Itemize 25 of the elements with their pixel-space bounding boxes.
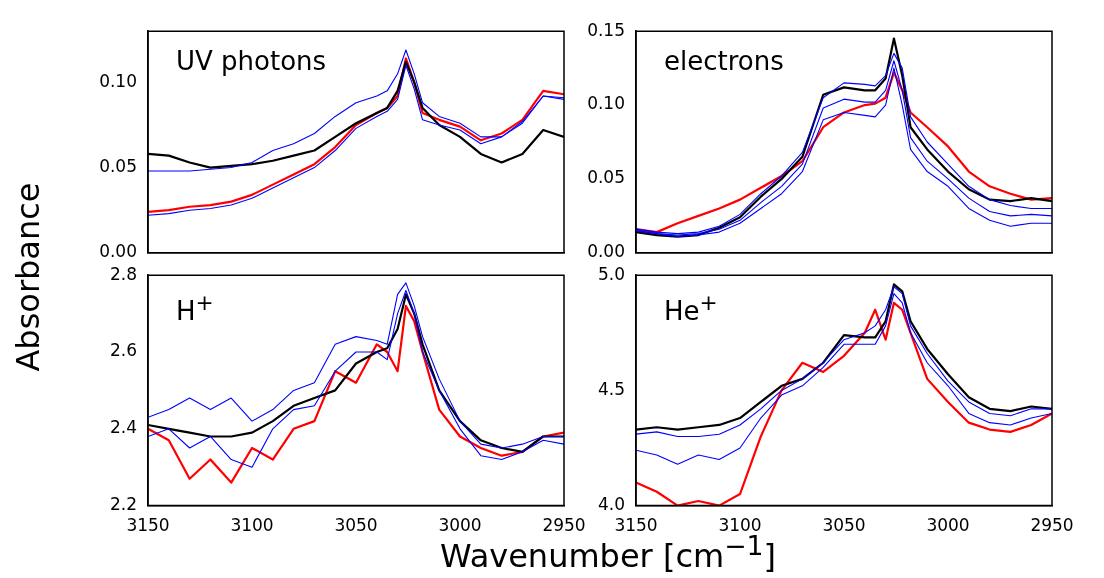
y-tick-label: 4.5 bbox=[597, 378, 625, 399]
y-tick-label: 2.6 bbox=[109, 340, 137, 361]
y-tick-label: 0.00 bbox=[587, 241, 625, 262]
y-tick-label: 0.05 bbox=[587, 167, 625, 188]
x-tick-label: 3000 bbox=[926, 515, 970, 536]
x-tick-label: 3050 bbox=[334, 515, 378, 536]
y-tick-label: 5.0 bbox=[597, 263, 625, 284]
x-tick-label: 2950 bbox=[1030, 515, 1074, 536]
y-tick-label: 0.00 bbox=[99, 241, 137, 262]
y-tick-label: 2.4 bbox=[109, 417, 137, 438]
text: H$^{+}$ bbox=[176, 290, 214, 326]
y-tick-label: 2.2 bbox=[109, 494, 137, 515]
text: UV photons bbox=[176, 46, 327, 76]
text: He$^{+}$ bbox=[664, 290, 718, 326]
y-tick-label: 4.0 bbox=[597, 494, 625, 515]
text: electrons bbox=[664, 46, 784, 76]
y-tick-label: 2.8 bbox=[109, 263, 137, 284]
x-tick-label: 3150 bbox=[126, 515, 170, 536]
y-tick-label: 0.10 bbox=[587, 93, 625, 114]
x-tick-label: 3100 bbox=[230, 515, 274, 536]
y-tick-label: 0.10 bbox=[99, 70, 137, 91]
y-tick-label: 0.15 bbox=[587, 19, 625, 40]
y-tick-label: 0.05 bbox=[99, 155, 137, 176]
x-tick-label: 3050 bbox=[822, 515, 866, 536]
y-axis-title: Absorbance bbox=[9, 181, 47, 374]
